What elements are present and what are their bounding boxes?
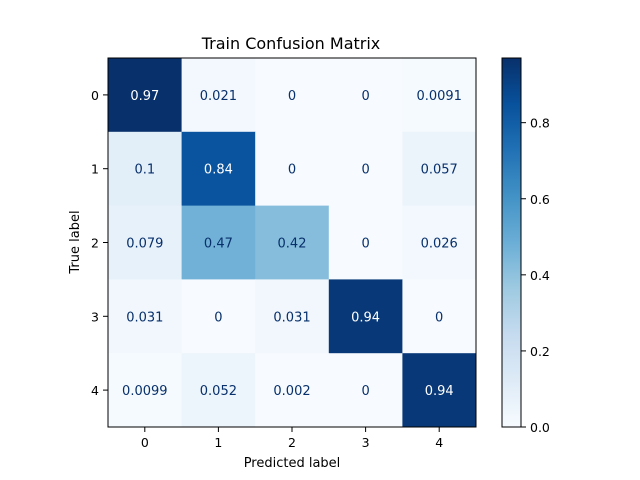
cell-0-0 bbox=[108, 58, 183, 133]
cell-3-4 bbox=[402, 279, 477, 354]
cell-value-label: 0.002 bbox=[273, 384, 310, 399]
x-axis-label: Predicted label bbox=[244, 456, 341, 471]
cell-value-label: 0.97 bbox=[130, 89, 159, 104]
x-tick-label: 0 bbox=[141, 435, 149, 450]
cell-value-label: 0 bbox=[361, 384, 369, 399]
y-axis-label: True label bbox=[68, 210, 83, 274]
cell-value-label: 0 bbox=[361, 89, 369, 104]
y-axis-ticks: 0 1 2 3 4 bbox=[91, 88, 108, 398]
x-tick-label: 1 bbox=[214, 435, 222, 450]
chart-title: Train Confusion Matrix bbox=[201, 34, 381, 53]
x-tick-label: 4 bbox=[435, 435, 443, 450]
cell-value-label: 0 bbox=[361, 163, 369, 178]
cell-value-label: 0 bbox=[288, 89, 296, 104]
cell-3-1 bbox=[181, 279, 256, 354]
cell-value-label: 0.94 bbox=[425, 384, 454, 399]
y-tick-label: 1 bbox=[91, 162, 99, 177]
colorbar-tick-label: 0.0 bbox=[530, 420, 550, 435]
cell-0-4 bbox=[402, 58, 477, 133]
cell-4-4 bbox=[402, 353, 477, 428]
cell-value-label: 0.031 bbox=[273, 310, 310, 325]
cell-3-3 bbox=[328, 279, 403, 354]
cell-2-2 bbox=[255, 205, 330, 280]
cell-2-1 bbox=[181, 205, 256, 280]
cell-value-label: 0 bbox=[435, 310, 443, 325]
cell-3-0 bbox=[108, 279, 183, 354]
x-tick-label: 2 bbox=[288, 435, 296, 450]
colorbar-tick-label: 0.8 bbox=[530, 116, 550, 131]
cell-4-1 bbox=[181, 353, 256, 428]
y-tick-label: 2 bbox=[91, 236, 99, 251]
x-axis-ticks: 0 1 2 3 4 bbox=[141, 427, 443, 450]
cell-value-label: 0.1 bbox=[134, 163, 155, 178]
cell-1-3 bbox=[328, 131, 403, 207]
cell-1-2 bbox=[255, 131, 330, 207]
colorbar-tick-label: 0.6 bbox=[530, 192, 550, 207]
cell-4-0 bbox=[108, 353, 183, 428]
cell-value-label: 0.031 bbox=[126, 310, 163, 325]
colorbar: 0.0 0.2 0.4 0.6 0.8 bbox=[501, 57, 550, 435]
y-tick-label: 4 bbox=[91, 383, 99, 398]
cell-value-label: 0.021 bbox=[200, 89, 237, 104]
colorbar-tick-label: 0.2 bbox=[530, 344, 550, 359]
colorbar-gradient bbox=[501, 57, 522, 428]
cell-2-3 bbox=[328, 205, 403, 280]
colorbar-ticks: 0.0 0.2 0.4 0.6 0.8 bbox=[521, 116, 550, 435]
cell-1-1 bbox=[181, 131, 256, 207]
cell-0-3 bbox=[328, 58, 403, 133]
cell-0-1 bbox=[181, 58, 256, 133]
cell-value-label: 0.84 bbox=[204, 163, 233, 178]
cell-value-label: 0.052 bbox=[200, 384, 237, 399]
cell-value-label: 0 bbox=[361, 237, 369, 252]
cell-3-2 bbox=[255, 279, 330, 354]
cell-1-0 bbox=[108, 131, 183, 207]
x-tick-label: 3 bbox=[362, 435, 370, 450]
cell-value-label: 0 bbox=[214, 310, 222, 325]
cell-value-label: 0.94 bbox=[351, 310, 380, 325]
cell-2-4 bbox=[402, 205, 477, 280]
cell-value-label: 0 bbox=[288, 163, 296, 178]
y-tick-label: 0 bbox=[91, 88, 99, 103]
cell-4-2 bbox=[255, 353, 330, 428]
y-tick-label: 3 bbox=[91, 309, 99, 324]
matrix-cells: 0.97 0.021 0 0 0.0091 0.1 0.84 0 0 0.057 0.079 0.47… bbox=[108, 58, 477, 428]
cell-value-label: 0.47 bbox=[204, 237, 233, 252]
cell-value-label: 0.026 bbox=[421, 237, 458, 252]
cell-value-label: 0.0091 bbox=[416, 89, 462, 104]
cell-value-label: 0.0099 bbox=[122, 384, 168, 399]
cell-0-2 bbox=[255, 58, 330, 133]
cell-1-4 bbox=[402, 131, 477, 207]
cell-value-label: 0.079 bbox=[126, 237, 163, 252]
cell-value-label: 0.42 bbox=[278, 237, 307, 252]
cell-4-3 bbox=[328, 353, 403, 428]
cell-2-0 bbox=[108, 205, 183, 280]
cell-value-label: 0.057 bbox=[421, 163, 458, 178]
colorbar-tick-label: 0.4 bbox=[530, 268, 550, 283]
